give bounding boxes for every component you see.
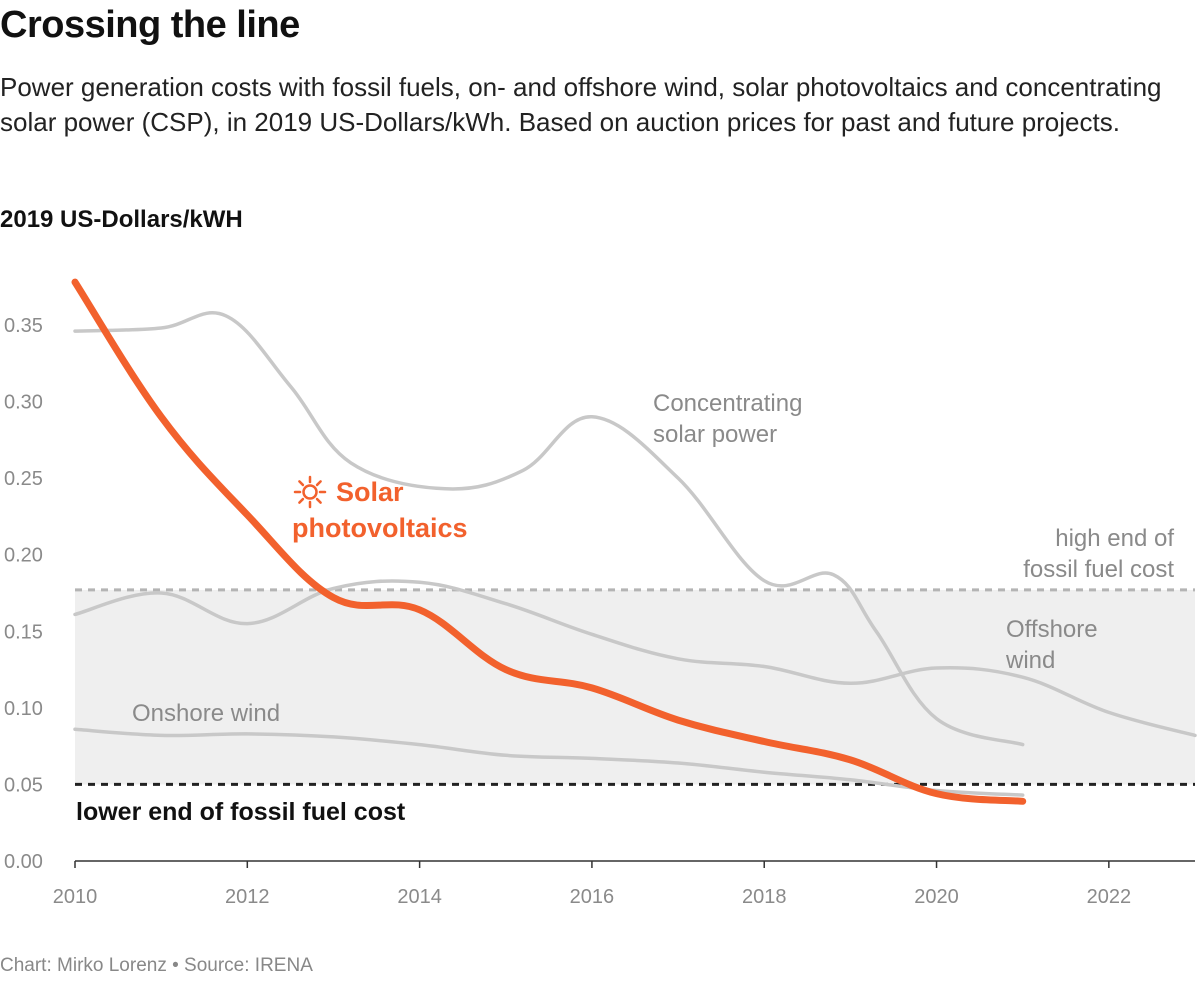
high-fossil-label-line2: fossil fuel cost	[1023, 556, 1174, 583]
onshore-label: Onshore wind	[132, 700, 280, 727]
csp-label-line2: solar power	[653, 421, 777, 448]
y-tick-label: 0.25	[4, 468, 43, 490]
x-tick-label: 2016	[570, 886, 615, 908]
x-tick-label: 2010	[53, 886, 98, 908]
sun-ray	[315, 497, 322, 504]
sun-icon	[293, 475, 327, 509]
y-tick-label: 0.10	[4, 698, 43, 720]
offshore-label-line2: wind	[1005, 647, 1055, 674]
high-fossil-label-line1: high end of	[1055, 525, 1174, 552]
x-tick-label: 2022	[1087, 886, 1132, 908]
series-line-offshore	[73, 579, 1197, 738]
sun-core	[302, 484, 318, 500]
y-axis-title: 2019 US-Dollars/kWH	[0, 206, 243, 233]
low-fossil-label: lower end of fossil fuel cost	[76, 798, 406, 826]
sun-ray	[298, 480, 305, 487]
sun-ray	[298, 497, 305, 504]
x-axis: 2010 2012 2014 2016 2018 2020 2022	[53, 860, 1195, 908]
x-tick-label: 2018	[742, 886, 787, 908]
y-tick-label: 0.35	[4, 315, 43, 337]
y-tick-label: 0.00	[4, 851, 43, 873]
y-tick-label: 0.30	[4, 392, 43, 414]
x-tick-label: 2020	[914, 886, 959, 908]
chart-title: Crossing the line	[0, 4, 300, 46]
x-tick-label: 2014	[397, 886, 442, 908]
offshore-label-line1: Offshore	[1006, 616, 1098, 643]
annotations: Solar photovoltaics Concentrating solar …	[76, 390, 1174, 826]
series-line-solar_pv	[71, 278, 1027, 805]
y-tick-label: 0.15	[4, 621, 43, 643]
series-line-csp	[73, 311, 1025, 747]
csp-label-line1: Concentrating	[653, 390, 802, 417]
sun-ray	[315, 480, 322, 487]
x-tick-label: 2012	[225, 886, 270, 908]
y-axis-ticks: 0.00 0.05 0.10 0.15 0.20 0.25 0.30 0.35	[4, 315, 43, 873]
series-line-onshore	[73, 727, 1025, 797]
chart-subtitle: Power generation costs with fossil fuels…	[0, 72, 1162, 137]
y-tick-label: 0.05	[4, 774, 43, 796]
solar-label-line1: Solar	[336, 477, 404, 507]
solar-label-line2: photovoltaics	[292, 513, 468, 543]
chart-footer: Chart: Mirko Lorenz • Source: IRENA	[0, 955, 313, 976]
series-lines	[71, 278, 1197, 805]
y-tick-label: 0.20	[4, 545, 43, 567]
